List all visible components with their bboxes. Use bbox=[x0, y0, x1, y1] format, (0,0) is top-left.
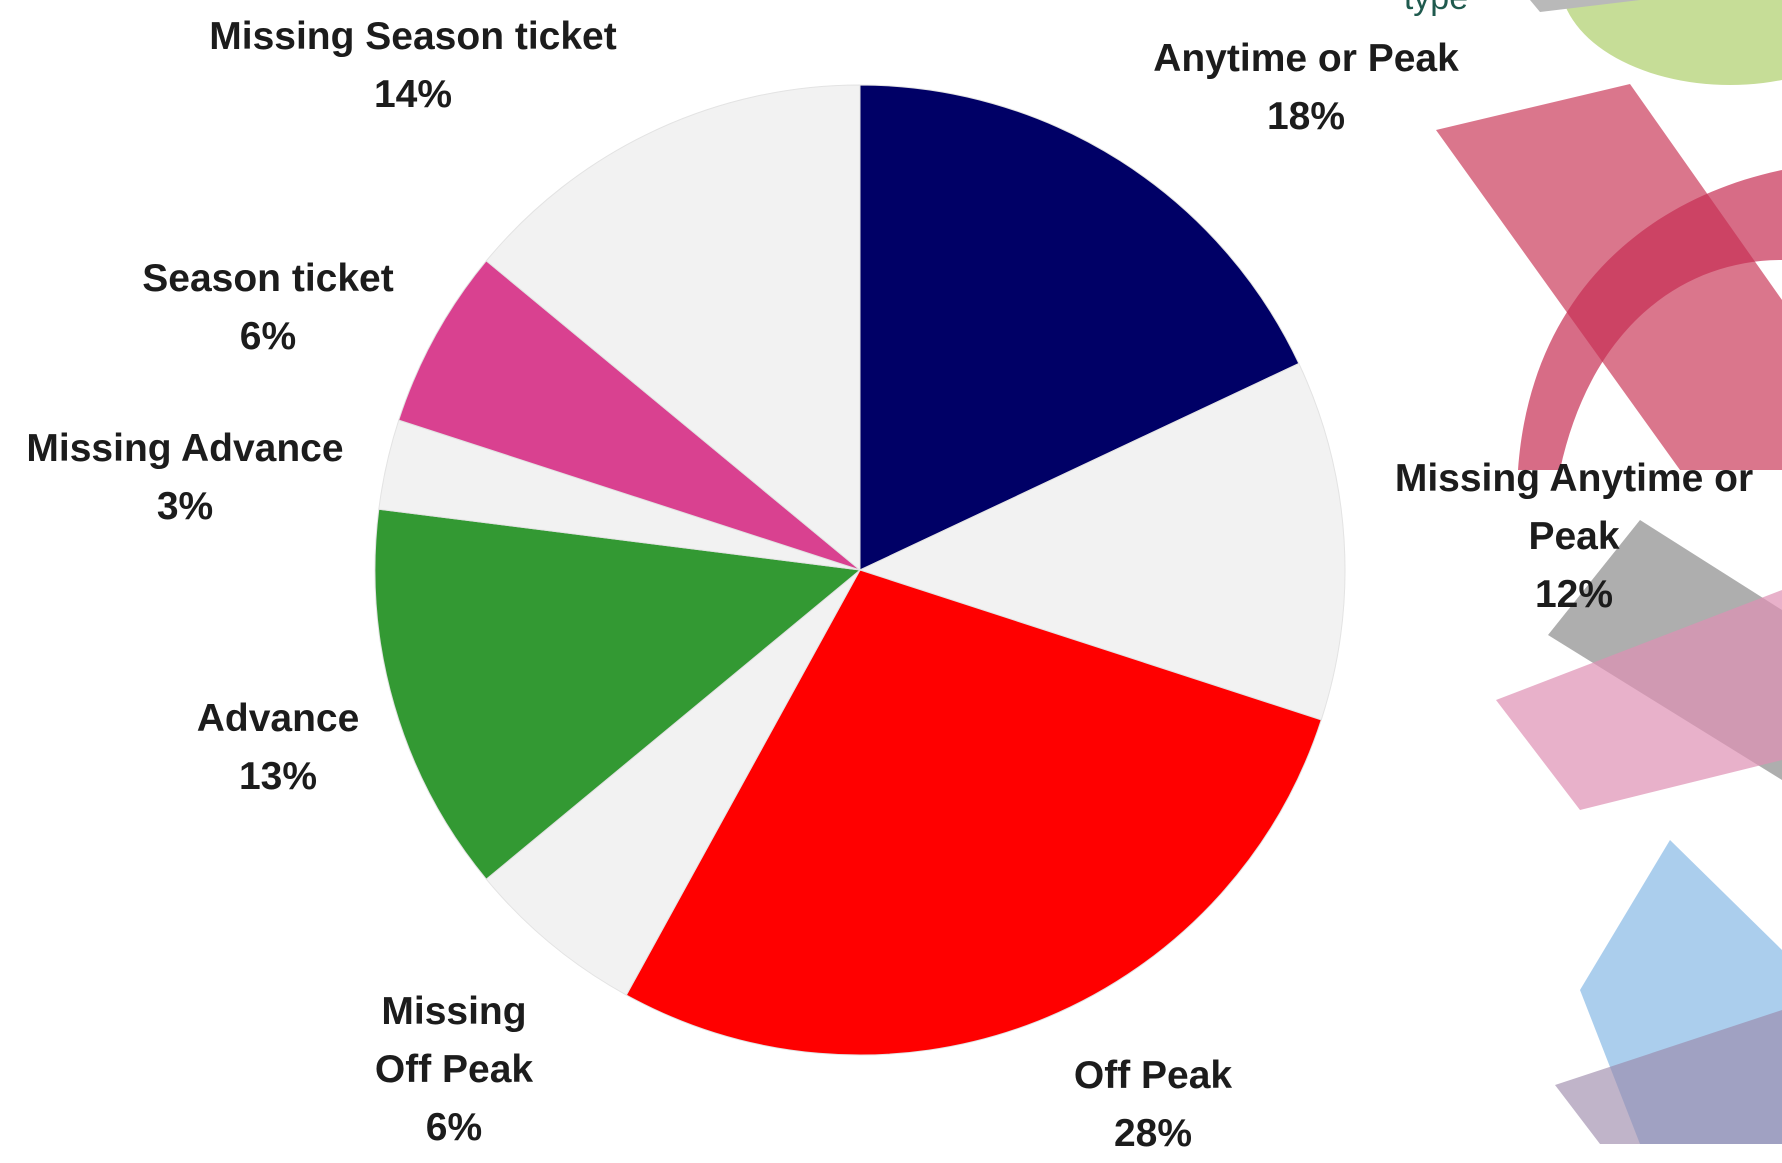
slice-category-label: Off Peak bbox=[374, 1048, 534, 1091]
slice-label: Missing Off Peak 6% bbox=[375, 983, 533, 1157]
slice-label: Season ticket 6% bbox=[142, 250, 393, 366]
slice-category-label: Season ticket bbox=[142, 257, 394, 300]
pink-band-shape bbox=[1496, 590, 1782, 810]
slice-category-label: Anytime or Peak bbox=[1153, 37, 1459, 80]
slice-category-label: Peak bbox=[1528, 515, 1620, 558]
slice-value-label: 28% bbox=[1113, 1112, 1193, 1155]
crimson-arc-shape bbox=[1518, 170, 1782, 470]
slice-value-label: 6% bbox=[425, 1106, 483, 1149]
grey-top-shape bbox=[1530, 0, 1640, 12]
pie-slice bbox=[374, 508, 862, 880]
slice-category-label: Missing Advance bbox=[26, 427, 344, 470]
slice-label: Anytime or Peak 18% bbox=[1153, 30, 1459, 146]
slice-label: Off Peak 28% bbox=[1074, 1047, 1232, 1163]
slice-category-label: Missing Season ticket bbox=[209, 15, 617, 58]
pie-slice bbox=[625, 569, 1322, 1056]
slice-category-label: Off Peak bbox=[1073, 1054, 1233, 1097]
slice-label: Advance 13% bbox=[197, 690, 360, 806]
slice-label: Missing Advance 3% bbox=[26, 420, 343, 536]
purple-band-shape bbox=[1555, 1010, 1782, 1144]
pie-slice bbox=[485, 84, 861, 572]
pie-slice bbox=[485, 569, 861, 996]
green-blob-shape bbox=[1563, 0, 1782, 85]
slice-label: Missing Season ticket 14% bbox=[209, 8, 616, 124]
slice-value-label: 13% bbox=[238, 755, 318, 798]
slice-value-label: 18% bbox=[1266, 95, 1346, 138]
slice-category-label: Advance bbox=[196, 697, 360, 740]
slice-value-label: 3% bbox=[156, 485, 214, 528]
slice-category-label: Missing Anytime or bbox=[1394, 457, 1754, 500]
slice-value-label: 6% bbox=[239, 315, 297, 358]
pie-slice bbox=[858, 362, 1346, 721]
pie-slice bbox=[398, 260, 861, 571]
slice-category-label: Missing bbox=[381, 990, 527, 1033]
slice-label: Missing Anytime or Peak 12% bbox=[1395, 450, 1753, 624]
slice-value-label: 14% bbox=[373, 73, 453, 116]
chart-caption-fragment: type bbox=[1380, 0, 1492, 18]
pie-slice bbox=[859, 84, 1300, 571]
slice-value-label: 12% bbox=[1534, 573, 1614, 616]
